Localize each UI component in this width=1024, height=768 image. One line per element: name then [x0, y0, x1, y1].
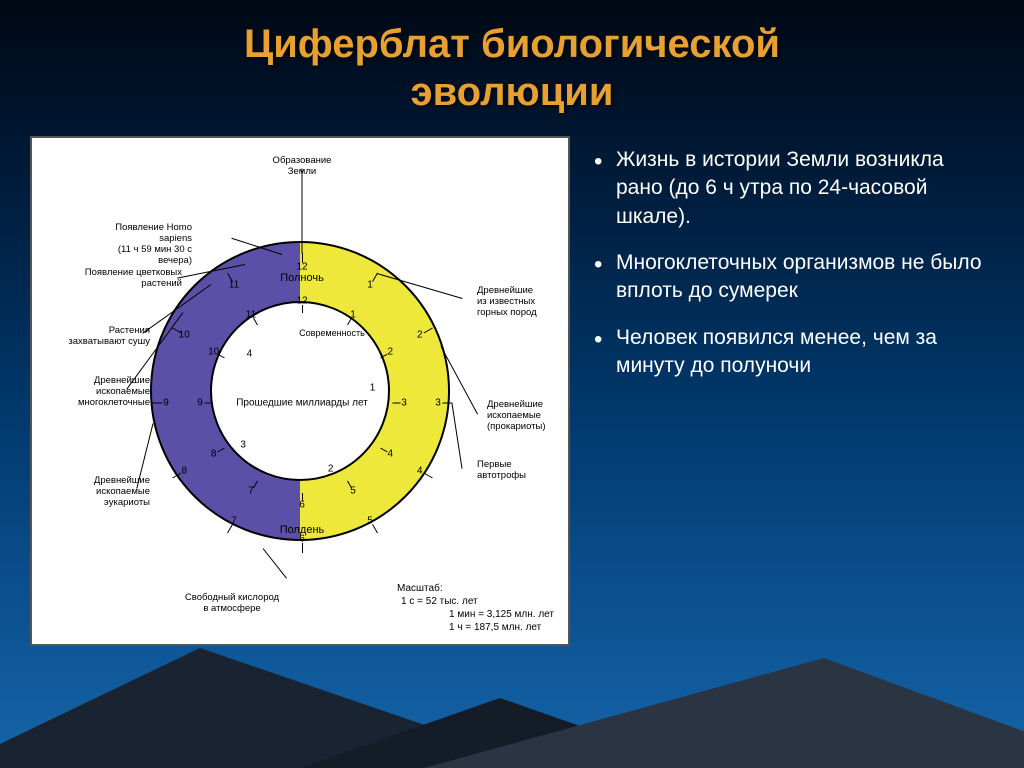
event-label: Растения захватывают сушу	[40, 326, 150, 348]
content-row: 1212112233445566778899101011111234 Полно…	[0, 116, 1024, 646]
event-label: Свободный кислород в атмосфере	[185, 593, 279, 615]
hour-label: 5	[367, 515, 373, 526]
noon-label: Полдень	[280, 524, 325, 536]
center-text: Прошедшие миллиарды лет	[236, 397, 368, 410]
midnight-label: Полночь	[280, 272, 324, 284]
event-label: Древнейшие ископаемые эукариоты	[40, 476, 150, 509]
hour-label: 7	[231, 515, 237, 526]
page-title: Циферблат биологической эволюции	[0, 0, 1024, 116]
bullet-list: Жизнь в истории Земли возникла рано (до …	[590, 136, 994, 646]
clock-ring	[150, 241, 450, 541]
center-text-span: Прошедшие миллиарды лет	[236, 398, 368, 409]
title-line1: Циферблат биологической	[244, 22, 780, 66]
bullet-item: Многоклеточных организмов не было вплоть…	[590, 249, 994, 306]
hour-label: 4	[417, 466, 423, 477]
title-line2: эволюции	[411, 70, 614, 114]
bullet-item: Человек появился менее, чем за минуту до…	[590, 324, 994, 381]
scale-label: Масштаб:	[397, 583, 443, 594]
event-label: Появление цветковых растений	[72, 268, 182, 290]
hour-label: 3	[435, 398, 441, 409]
modern-label: Современность	[299, 328, 365, 338]
hour-label: 9	[163, 398, 169, 409]
event-label: Древнейшие из известных горных пород	[477, 286, 537, 319]
scale-legend: Масштаб: 1 с = 52 тыс. лет1 мин = 3,125 …	[397, 582, 554, 634]
event-label: Древнейшие ископаемые (прокариоты)	[487, 400, 546, 433]
event-label: Образование Земли	[273, 156, 332, 178]
hour-label: 10	[179, 330, 190, 341]
billion-label: 3	[240, 439, 246, 450]
billion-label: 4	[247, 348, 253, 359]
hour-label: 1	[367, 280, 373, 291]
hour-label: 2	[417, 330, 423, 341]
event-label: Первые автотрофы	[477, 460, 526, 482]
bullet-item: Жизнь в истории Земли возникла рано (до …	[590, 146, 994, 231]
hour-label: 12	[296, 262, 307, 273]
billion-label: 1	[370, 383, 376, 394]
hour-label: 11	[229, 280, 239, 291]
event-label: Появление Homo sapiens (11 ч 59 мин 30 с…	[82, 223, 192, 267]
clock-diagram: 1212112233445566778899101011111234 Полно…	[30, 136, 570, 646]
billion-label: 2	[328, 464, 334, 475]
hour-label: 8	[181, 466, 187, 477]
mountain-silhouette	[0, 648, 1024, 768]
event-label: Древнейшие ископаемые многоклеточные	[40, 376, 150, 409]
